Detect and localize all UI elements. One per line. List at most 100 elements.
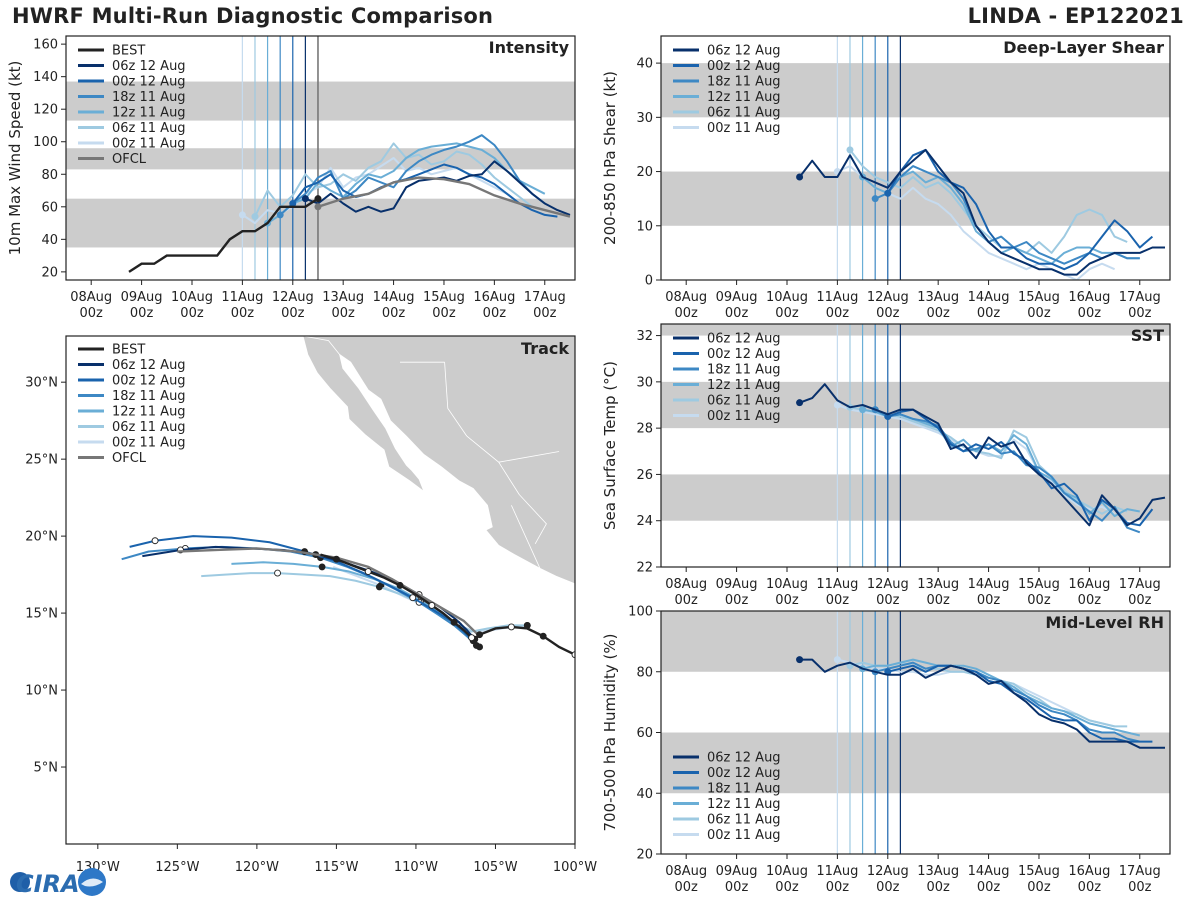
shear-series-0 bbox=[798, 148, 1165, 276]
sst-xtick-label-7: 15Aug bbox=[1018, 577, 1060, 592]
shear-legend-label-4: 06z 11 Aug bbox=[707, 106, 781, 121]
intensity-xtick-label-3-hour: 00z bbox=[231, 306, 255, 321]
sst-panel: 22242628303208Aug00z09Aug00z10Aug00z11Au… bbox=[601, 323, 1171, 608]
shear-xtick-label-7: 15Aug bbox=[1018, 290, 1060, 305]
state-border-4 bbox=[472, 488, 490, 515]
shear-xtick-label-5: 13Aug bbox=[917, 290, 959, 305]
intensity-xtick-label-3: 11Aug bbox=[221, 290, 263, 305]
intensity-xtick-label-0-hour: 00z bbox=[80, 306, 104, 321]
shear-xtick-label-3-hour: 00z bbox=[826, 306, 850, 321]
intensity-series-1 bbox=[292, 163, 558, 218]
track-ytick-label-0: 5°N bbox=[34, 761, 59, 776]
intensity-xtick-label-1-hour: 00z bbox=[130, 306, 154, 321]
track-ytick-label-1: 10°N bbox=[25, 684, 58, 699]
intensity-legend-label-2: 00z 12 Aug bbox=[112, 75, 186, 90]
track-title: Track bbox=[521, 339, 569, 358]
track-xtick-label-5: 105°W bbox=[473, 860, 517, 875]
rh-series-4 bbox=[849, 661, 1128, 728]
intensity-best-marker bbox=[314, 195, 322, 203]
track-legend-label-5: 06z 11 Aug bbox=[112, 420, 186, 435]
state-border-2 bbox=[519, 494, 547, 544]
track-panel: 130°W 125°W 120°W 115°W 110°W 105°W 100°W5°N10… bbox=[25, 335, 597, 875]
track-best-marker-0 bbox=[571, 651, 575, 659]
shear-xtick-label-4: 12Aug bbox=[867, 290, 909, 305]
sst-frame bbox=[660, 323, 1171, 568]
intensity-plot-area bbox=[66, 36, 575, 280]
intensity-xtick-label-5: 13Aug bbox=[322, 290, 364, 305]
rh-series-5-init-marker bbox=[833, 656, 841, 664]
rh-xtick-label-9-hour: 00z bbox=[1128, 880, 1152, 895]
intensity-xtick-label-6: 14Aug bbox=[373, 290, 415, 305]
intensity-xtick-label-1: 09Aug bbox=[121, 290, 163, 305]
intensity-frame bbox=[65, 35, 576, 281]
rh-xtick-label-2-hour: 00z bbox=[775, 880, 799, 895]
shear-xtick-label-9-hour: 00z bbox=[1128, 306, 1152, 321]
sst-ytick-label-3: 28 bbox=[636, 422, 653, 437]
rh-ytick-label-1: 40 bbox=[636, 787, 653, 802]
shear-plot-area bbox=[661, 36, 1170, 280]
rh-xtick-label-0-hour: 00z bbox=[675, 880, 699, 895]
intensity-xtick-label-8-hour: 00z bbox=[483, 306, 507, 321]
storm-title: LINDA - EP122021 bbox=[967, 4, 1184, 28]
rh-series-1 bbox=[887, 664, 1153, 743]
rh-xtick-label-1-hour: 00z bbox=[725, 880, 749, 895]
rh-legend-label-2: 18z 11 Aug bbox=[707, 782, 781, 797]
track-legend-label-6: 00z 11 Aug bbox=[112, 436, 186, 451]
shear-legend-label-2: 18z 11 Aug bbox=[707, 75, 781, 90]
track-best-marker-16 bbox=[364, 568, 372, 575]
intensity-xtick-label-7-hour: 00z bbox=[432, 306, 456, 321]
rh-panel: 2040608010008Aug00z09Aug00z10Aug00z11Aug… bbox=[601, 605, 1171, 895]
intensity-series-0-init-marker bbox=[301, 195, 309, 203]
sst-series-1-init-marker bbox=[884, 413, 892, 421]
logo-swirl bbox=[81, 878, 103, 887]
track-best-line bbox=[320, 553, 575, 656]
rh-band-1 bbox=[661, 611, 1170, 672]
track-xtick-label-2: 120°W bbox=[235, 860, 279, 875]
shear-frame bbox=[660, 35, 1171, 281]
sst-xtick-label-1: 09Aug bbox=[716, 577, 758, 592]
shear-xtick-label-0-hour: 00z bbox=[675, 306, 699, 321]
track-series-1 bbox=[129, 535, 474, 642]
intensity-xtick-label-9-hour: 00z bbox=[533, 306, 557, 321]
sst-xtick-label-3-hour: 00z bbox=[826, 593, 850, 608]
sst-series-0-init-marker bbox=[796, 399, 804, 407]
sst-ytick-label-0: 22 bbox=[636, 561, 653, 576]
rh-xtick-label-5: 13Aug bbox=[917, 864, 959, 879]
logo-text: CIRA bbox=[16, 870, 80, 898]
track-legend-label-4: 12z 11 Aug bbox=[112, 405, 186, 420]
intensity-ofcl-marker bbox=[314, 203, 322, 211]
track-legend-label-3: 18z 11 Aug bbox=[112, 389, 186, 404]
intensity-xtick-label-9: 17Aug bbox=[524, 290, 566, 305]
rh-legend-label-0: 06z 12 Aug bbox=[707, 751, 781, 766]
intensity-series-5 bbox=[241, 157, 521, 225]
shear-xtick-label-9: 17Aug bbox=[1119, 290, 1161, 305]
sst-series-2 bbox=[874, 408, 1141, 534]
rh-xtick-label-9: 17Aug bbox=[1119, 864, 1161, 879]
shear-xtick-label-7-hour: 00z bbox=[1027, 306, 1051, 321]
sst-band-2 bbox=[661, 324, 1170, 336]
sst-series-3-init-marker bbox=[859, 406, 867, 414]
intensity-ytick-label-2: 60 bbox=[41, 200, 58, 215]
sst-xtick-label-9: 17Aug bbox=[1119, 577, 1161, 592]
shear-legend-label-1: 00z 12 Aug bbox=[707, 59, 781, 74]
intensity-xtick-label-8: 16Aug bbox=[473, 290, 515, 305]
intensity-ytick-label-7: 160 bbox=[33, 38, 58, 53]
rh-xtick-label-8-hour: 00z bbox=[1078, 880, 1102, 895]
shear-series-1-init-marker bbox=[884, 189, 892, 197]
track-series-2-marker-0 bbox=[472, 641, 480, 649]
mexico-mainland bbox=[302, 336, 575, 585]
intensity-xtick-label-7: 15Aug bbox=[423, 290, 465, 305]
figure-title: HWRF Multi-Run Diagnostic Comparison bbox=[12, 4, 494, 28]
rh-xtick-label-2: 10Aug bbox=[766, 864, 808, 879]
shear-xtick-label-1-hour: 00z bbox=[725, 306, 749, 321]
shear-legend-label-3: 12z 11 Aug bbox=[707, 90, 781, 105]
intensity-xtick-label-2: 10Aug bbox=[171, 290, 213, 305]
shear-series-2-init-marker bbox=[871, 195, 879, 203]
sst-xtick-label-1-hour: 00z bbox=[725, 593, 749, 608]
shear-series-0-init-marker bbox=[796, 173, 804, 181]
sst-legend-label-3: 12z 11 Aug bbox=[707, 378, 781, 393]
shear-xtick-label-8-hour: 00z bbox=[1078, 306, 1102, 321]
